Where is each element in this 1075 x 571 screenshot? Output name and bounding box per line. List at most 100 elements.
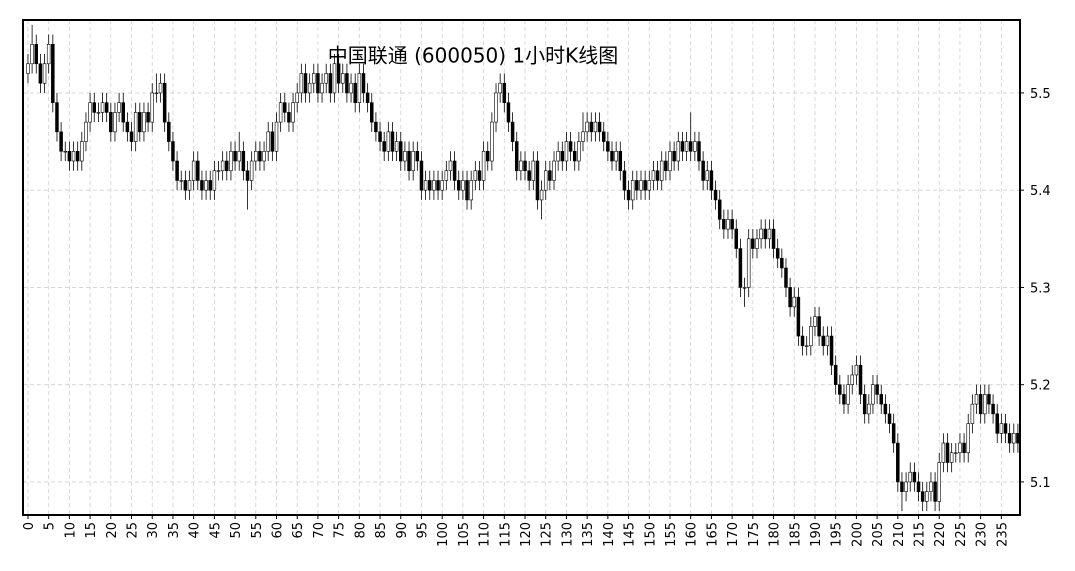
candle-body xyxy=(879,394,883,405)
candle-body xyxy=(568,141,573,152)
candle-body xyxy=(970,403,975,424)
candle-body xyxy=(800,335,805,347)
candle-body xyxy=(212,170,217,191)
candle-body xyxy=(229,150,233,172)
x-tick-label: 215 xyxy=(913,522,928,547)
x-tick-label: 65 xyxy=(291,522,306,539)
candle-body xyxy=(610,150,614,162)
candle-body xyxy=(394,141,399,152)
candle-body xyxy=(75,150,80,162)
y-tick-label: 5.5 xyxy=(1030,87,1051,102)
axes: 5.1 5.2 5.3 5.4 5.5 0 5 10 15 20 25 30 35 40 45 50 55 60 6… xyxy=(22,87,1051,547)
candle-body xyxy=(42,63,47,84)
candle-body xyxy=(365,92,370,103)
candle-body xyxy=(361,73,366,94)
candle-body xyxy=(908,471,912,483)
candle-body xyxy=(705,170,710,181)
candle-body xyxy=(676,141,681,162)
candle-body xyxy=(204,180,208,191)
candle-body xyxy=(249,160,254,181)
x-tick-label: 115 xyxy=(498,522,513,547)
candle-body xyxy=(974,394,979,405)
candle-body xyxy=(233,150,237,162)
candle-body xyxy=(254,150,258,162)
candle-body xyxy=(125,121,130,133)
candle-body xyxy=(937,462,941,502)
candle-body xyxy=(146,112,150,123)
candle-body xyxy=(883,403,888,415)
candle-body xyxy=(867,403,871,415)
candle-body xyxy=(775,248,780,259)
candle-body xyxy=(688,141,693,152)
candle-body xyxy=(560,150,565,162)
candle-body xyxy=(324,73,328,84)
candle-body xyxy=(84,121,88,142)
candle-body xyxy=(117,102,121,113)
candle-body xyxy=(237,150,241,162)
x-tick-label: 75 xyxy=(333,522,348,539)
x-tick-label: 230 xyxy=(975,522,990,547)
candle-body xyxy=(763,228,768,240)
candle-body xyxy=(597,121,602,133)
candle-body xyxy=(887,413,892,424)
candle-body xyxy=(113,112,117,133)
candle-body xyxy=(556,150,560,162)
candle-body xyxy=(514,141,519,172)
candle-body xyxy=(278,102,283,123)
candle-body xyxy=(684,141,689,152)
candle-body xyxy=(912,471,917,483)
y-tick-label: 5.4 xyxy=(1030,184,1051,199)
candle-body xyxy=(473,170,478,181)
x-tick-label: 35 xyxy=(167,522,182,539)
candle-body xyxy=(780,257,784,269)
candle-body xyxy=(295,92,299,103)
x-tick-label: 105 xyxy=(457,522,472,547)
candle-body xyxy=(809,326,813,347)
candles xyxy=(26,24,1020,512)
candle-body xyxy=(167,121,171,142)
candle-body xyxy=(357,73,362,103)
candle-body xyxy=(133,112,138,142)
candle-body xyxy=(92,102,96,113)
candle-body xyxy=(510,121,515,142)
candle-body xyxy=(846,384,850,405)
x-tick-label: 175 xyxy=(747,522,762,547)
candle-body xyxy=(452,160,457,181)
candle-body xyxy=(527,170,531,181)
candle-body xyxy=(494,92,498,123)
candle-body xyxy=(109,112,113,133)
candle-body xyxy=(38,63,43,84)
candle-body xyxy=(539,189,544,201)
candle-body xyxy=(332,63,337,94)
candle-body xyxy=(320,82,324,94)
candle-body xyxy=(854,364,859,376)
candle-body xyxy=(444,170,449,181)
candle-body xyxy=(875,384,879,395)
x-tick-label: 80 xyxy=(353,522,368,539)
x-tick-label: 130 xyxy=(560,522,575,547)
candle-body xyxy=(299,73,304,94)
candle-body xyxy=(481,150,486,181)
candle-body xyxy=(589,121,594,133)
candle-body xyxy=(643,180,647,191)
candle-body xyxy=(506,102,511,123)
x-tick-label: 70 xyxy=(312,522,327,539)
candle-body xyxy=(693,141,697,152)
candle-body xyxy=(651,170,656,181)
candle-body xyxy=(465,180,469,201)
x-tick-label: 125 xyxy=(540,522,555,547)
candle-body xyxy=(742,287,747,289)
candle-body xyxy=(548,170,552,181)
candle-body xyxy=(581,131,585,142)
candle-body xyxy=(626,189,631,201)
x-tick-label: 20 xyxy=(105,522,120,539)
x-tick-label: 95 xyxy=(415,522,430,539)
candle-body xyxy=(784,267,788,288)
x-tick-label: 165 xyxy=(705,522,720,547)
candle-body xyxy=(983,394,987,415)
candle-body xyxy=(316,73,320,94)
candle-body xyxy=(668,150,672,172)
candle-body xyxy=(138,112,142,133)
candle-body xyxy=(386,131,391,152)
